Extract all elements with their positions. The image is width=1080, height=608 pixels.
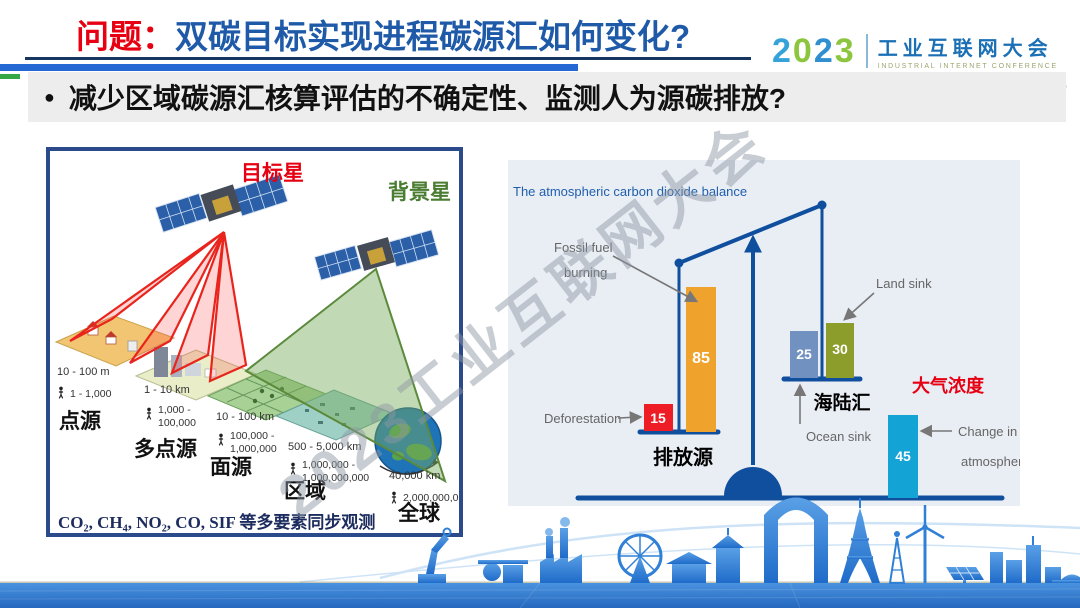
population-count: 1,000 -	[158, 404, 191, 416]
ground-grid	[0, 582, 1080, 608]
source-type-label: 全球	[397, 501, 441, 525]
bullet-box: ● 减少区域碳源汇核算评估的不确定性、监测人为源碳排放?	[28, 72, 1066, 122]
title-prefix: 问题：	[76, 18, 175, 55]
figure-caption: CO₂, CH₄, NO₂, CO, SIF 等多要素同步观测	[58, 512, 375, 532]
radio-tower-icon	[888, 531, 906, 584]
bridge-icon	[1052, 574, 1080, 583]
population-count: 1,000,000,000	[302, 472, 369, 484]
annotation-arrows	[612, 255, 952, 438]
logo-divider	[865, 34, 868, 68]
scale-tile-point-source	[54, 315, 176, 367]
coverage-cone	[244, 267, 447, 484]
title-underline	[25, 57, 751, 60]
deforestation-label: Deforestation	[544, 411, 621, 426]
scale-range: 10 - 100 km	[216, 411, 274, 423]
atmosphere-label-2: atmosphere	[961, 454, 1020, 469]
sources-group-label: 排放源	[653, 445, 713, 469]
globe-icon	[374, 407, 442, 475]
source-type-label: 多点源	[134, 437, 197, 461]
ferris-wheel-icon	[617, 533, 663, 583]
bar-land	[826, 323, 854, 378]
population-count: 2,000,000,000	[403, 492, 459, 504]
logo-year: 2023	[772, 32, 856, 70]
source-type-label: 点源	[59, 409, 101, 433]
population-count: 1,000,000 -	[302, 459, 356, 471]
balance-chart-panel: The atmospheric carbon dioxide balance	[508, 160, 1020, 506]
scale-range: 10 - 100 m	[57, 366, 110, 378]
target-satellite-label: 目标星	[241, 161, 304, 185]
pagoda-gate-icon	[666, 528, 744, 583]
source-type-label: 区域	[284, 479, 326, 503]
satellite-figure: 目标星 背景星 10 - 100 m 1 - 1,000 点源 1 - 10 k…	[46, 147, 463, 537]
balance-chart-canvas: The atmospheric carbon dioxide balance	[513, 184, 1020, 501]
background-satellite-label: 背景星	[388, 180, 451, 204]
factory-icon	[540, 517, 582, 583]
source-type-label: 面源	[210, 456, 252, 479]
city-buildings-icon	[990, 536, 1061, 583]
logo-name: 工业互联网大会	[877, 38, 1053, 60]
page-title: 问题：双碳目标实现进程碳源汇如何变化?	[76, 10, 690, 58]
wind-turbine-icon	[905, 505, 945, 583]
bar-deforestation	[644, 404, 673, 431]
title-text: 双碳目标实现进程碳源汇如何变化?	[175, 18, 691, 55]
observation-beams	[69, 231, 248, 383]
tank-valve-icon	[478, 560, 528, 583]
person-icon	[218, 433, 224, 446]
bullet-marker: ●	[44, 86, 55, 107]
deforestation-value: 15	[650, 410, 666, 426]
bullet-text: 减少区域碳源汇核算评估的不确定性、监测人为源碳排放?	[68, 83, 786, 114]
ocean-value: 25	[796, 346, 812, 362]
land-value: 30	[832, 341, 848, 357]
scale-range: 40,000 km	[389, 470, 440, 482]
atmosphere-value: 45	[895, 448, 911, 464]
person-icon	[58, 386, 64, 399]
scale-range: 500 - 5,000 km	[288, 441, 361, 453]
bar-values: 15 85 25 30 45	[650, 341, 911, 464]
accent-stripe-blue	[0, 64, 578, 71]
robot-arm-icon	[418, 527, 452, 583]
population-count: 1 - 1,000	[70, 388, 112, 400]
land-label: Land sink	[876, 276, 932, 291]
atmosphere-label-1: Change in	[958, 424, 1017, 439]
eiffel-tower-icon	[840, 498, 880, 583]
fossil-label-2: burning	[564, 265, 607, 280]
scale-range: 1 - 10 km	[144, 384, 190, 396]
accent-stripe-green	[0, 74, 20, 79]
bar-atmosphere	[888, 415, 918, 498]
city-silhouette	[418, 497, 1080, 584]
scale-tile-area-source	[206, 369, 328, 421]
bar-fossil	[686, 287, 716, 432]
atmosphere-group-label: 大气浓度	[912, 375, 985, 396]
solar-panel-icon	[946, 566, 984, 583]
ground-band	[0, 583, 1080, 608]
bar-ocean	[790, 331, 818, 378]
background-satellite-icon	[313, 229, 440, 281]
conference-logo: 2023 工业互联网大会 INDUSTRIAL INTERNET CONFERE…	[772, 32, 1058, 70]
sinks-group-label: 海陆汇	[813, 391, 870, 414]
beam-pivot-right	[817, 200, 827, 210]
population-count: 100,000	[158, 417, 196, 429]
ocean-label: Ocean sink	[806, 429, 872, 444]
satellite-figure-canvas: 目标星 背景星 10 - 100 m 1 - 1,000 点源 1 - 10 k…	[54, 161, 459, 532]
target-satellite-icon	[154, 174, 289, 233]
chart-title: The atmospheric carbon dioxide balance	[513, 184, 747, 199]
skyline-illustration	[0, 497, 1080, 608]
beam-pivot-left	[674, 258, 684, 268]
fulcrum-icon	[724, 467, 782, 496]
person-icon	[146, 407, 152, 420]
gate-of-orient-icon	[764, 497, 828, 583]
logo-subtitle: INDUSTRIAL INTERNET CONFERENCE	[877, 63, 1058, 70]
fossil-value: 85	[692, 350, 710, 367]
population-count: 1,000,000	[230, 443, 277, 455]
scale-annotations: 10 - 100 m 1 - 1,000 点源 1 - 10 km 1,000 …	[57, 366, 459, 525]
fossil-label-1: Fossil fuel	[554, 240, 613, 255]
chart-annotations: Fossil fuel burning Deforestation Land s…	[544, 240, 1020, 469]
population-count: 100,000 -	[230, 430, 275, 442]
